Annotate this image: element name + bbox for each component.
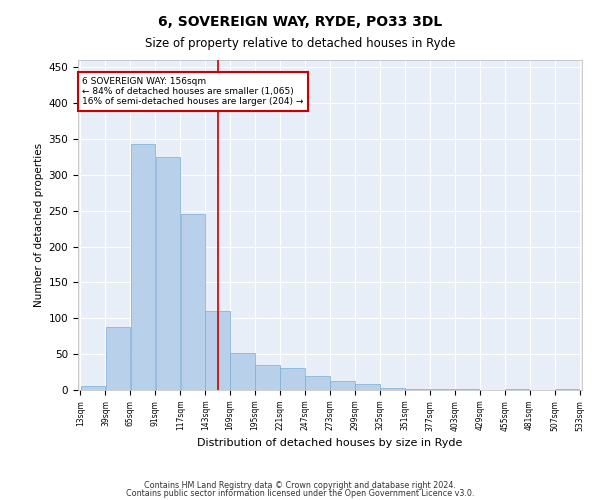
- Bar: [106, 327, 130, 390]
- Text: 6, SOVEREIGN WAY, RYDE, PO33 3DL: 6, SOVEREIGN WAY, RYDE, PO33 3DL: [158, 15, 442, 29]
- Bar: [405, 388, 430, 390]
- Text: Contains public sector information licensed under the Open Government Licence v3: Contains public sector information licen…: [126, 489, 474, 498]
- Bar: [230, 352, 255, 390]
- Bar: [280, 368, 305, 390]
- Bar: [205, 311, 230, 390]
- X-axis label: Distribution of detached houses by size in Ryde: Distribution of detached houses by size …: [197, 438, 463, 448]
- Bar: [380, 388, 404, 390]
- Bar: [131, 144, 155, 390]
- Bar: [355, 384, 380, 390]
- Y-axis label: Number of detached properties: Number of detached properties: [34, 143, 44, 307]
- Text: Size of property relative to detached houses in Ryde: Size of property relative to detached ho…: [145, 38, 455, 51]
- Bar: [330, 382, 355, 390]
- Bar: [455, 388, 479, 390]
- Text: 6 SOVEREIGN WAY: 156sqm
← 84% of detached houses are smaller (1,065)
16% of semi: 6 SOVEREIGN WAY: 156sqm ← 84% of detache…: [82, 76, 304, 106]
- Bar: [305, 376, 330, 390]
- Bar: [181, 214, 205, 390]
- Bar: [256, 365, 280, 390]
- Text: Contains HM Land Registry data © Crown copyright and database right 2024.: Contains HM Land Registry data © Crown c…: [144, 480, 456, 490]
- Bar: [81, 386, 105, 390]
- Bar: [430, 388, 455, 390]
- Bar: [155, 157, 180, 390]
